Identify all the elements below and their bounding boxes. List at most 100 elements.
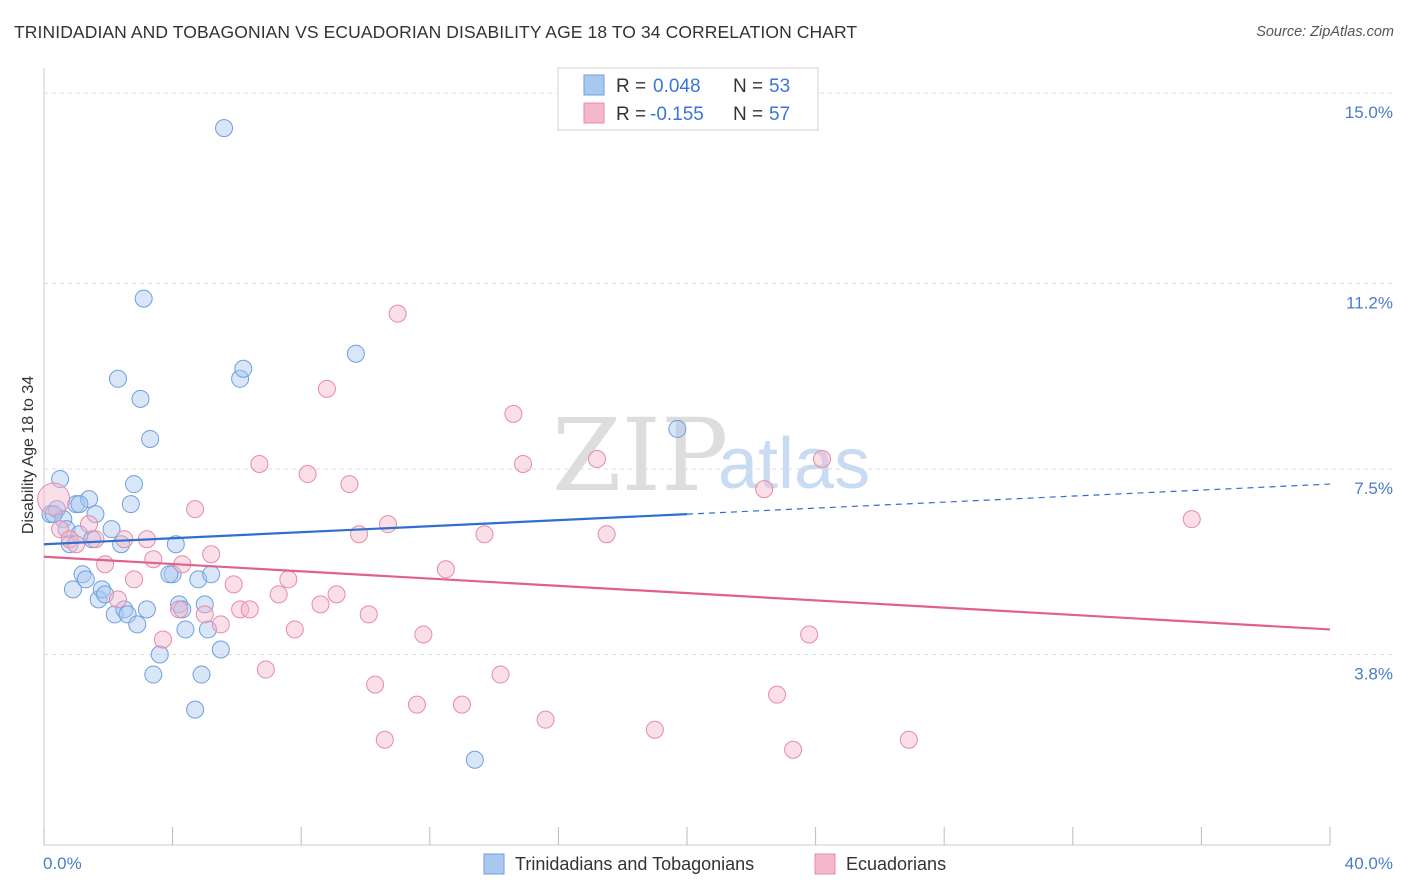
ecuadorian-point [784,740,803,759]
y-tick-label: 7.5% [1354,479,1393,498]
ecuadorian-point [96,555,115,574]
ecuadorian-point [80,515,99,534]
y-tick-label: 15.0% [1345,103,1393,122]
trinidadian-point [465,750,484,769]
watermark-zip: ZIP [552,397,728,514]
ecuadorian-point [514,455,533,474]
trinidadian-point [118,605,137,624]
trinidadian-point [131,389,150,408]
legend-n-label: N = [733,76,763,97]
y-tick-labels: 3.8% 7.5% 11.2% 15.0% [1345,103,1393,683]
trinidadian-point [192,665,211,684]
ecuadorian-point [587,450,606,469]
trinidadian-point [346,344,365,363]
ecuadorian-point [256,660,275,679]
ecuadorian-point [231,600,250,619]
ecuadorian-point [491,665,510,684]
trinidadian-point [86,505,105,524]
ecuadorian-point [125,570,144,589]
correlation-legend: R = 0.048 N = 53 R = -0.155 N = 57 [557,67,819,131]
ecuadorian-point [195,605,214,624]
axes [43,68,1331,846]
ecuadorian-point [340,475,359,494]
y-tick-label: 3.8% [1354,665,1393,684]
ecuadorian-point [1182,510,1201,529]
series-legend-swatch-trinidadian [483,853,505,875]
ecuadorian-point [298,465,317,484]
ecuadorian-point [279,570,298,589]
trinidadian-point [121,495,140,514]
series-legend-label-trinidadian: Trinidadians and Tobagonians [515,854,754,874]
ecuadorian-point [597,525,616,544]
trinidadian-point [211,640,230,659]
ecuadorian-point [375,730,394,749]
ecuadorian-point [414,625,433,644]
ecuadorian-point [899,730,918,749]
series-legend-swatch-ecuadorian [814,853,836,875]
y-axis-label: Disability Age 18 to 34 [20,376,37,534]
trinidadian-point [134,289,153,308]
watermark-atlas: atlas [718,424,870,504]
ecuadorian-point [67,535,86,554]
series-legend-label-ecuadorian: Ecuadorians [846,854,946,874]
trinidadian-point [170,595,189,614]
ecuadorian-point [153,630,172,649]
legend-swatch-trinidadian [583,74,605,96]
ecuadorian-point [327,585,346,604]
ecuadorian-point [407,695,426,714]
trinidadian-point [137,600,156,619]
x-tick-label-min: 0.0% [43,854,82,873]
ecuadorian-point [452,695,471,714]
ecuadorian-point [755,480,774,499]
ecuadorian-point [269,585,288,604]
ecuadorian-point [379,515,398,534]
ecuadorian-point [366,675,385,694]
ecuadorian-point [51,520,70,539]
trinidadian-point [234,359,253,378]
series-legend: Trinidadians and Tobagonians Ecuadorians [483,853,946,875]
trinidadian-point [63,580,82,599]
trinidadian-trend-line [43,513,688,546]
watermark: ZIP atlas [552,397,870,514]
ecuadorian-point [359,605,378,624]
trinidadian-point [115,600,134,619]
ecuadorian-point [504,404,523,423]
ecuadorian-point [211,615,230,634]
trinidadian-point [231,369,250,388]
ecuadorian-point [645,720,664,739]
trinidadian-point [160,565,179,584]
trinidadian-point [668,419,687,438]
ecuadorian-point [475,525,494,544]
legend-n-value: 57 [769,104,790,125]
trinidadian-point [186,700,205,719]
legend-r-value: 0.048 [653,76,701,97]
trinidadian-point [150,645,169,664]
legend-swatch-ecuadorian [583,102,605,124]
legend-r-value: -0.155 [650,104,704,125]
trinidadian-point [44,505,63,524]
trinidadian-point [54,510,73,529]
ecuadorian-point [86,530,105,549]
trinidadian-point [92,580,111,599]
ecuadorian-point [768,685,787,704]
trinidadian-point [176,620,195,639]
trinidadian-point [76,570,95,589]
y-tick-label: 11.2% [1346,294,1393,313]
trinidadian-point [166,535,185,554]
legend-n-value: 53 [769,76,790,97]
ecuadorian-point [285,620,304,639]
ecuadorian-point [108,590,127,609]
trinidadian-point [144,665,163,684]
ecuadorian-point [170,600,189,619]
ecuadorian-point [388,304,407,323]
ecuadorian-point [311,595,330,614]
x-tick-label-max: 40.0% [1345,854,1393,873]
ecuadorian-point [240,600,259,619]
data-points [37,119,1201,769]
ecuadorian-point [536,710,555,729]
ecuadorian-point [317,379,336,398]
ecuadorian-point [813,450,832,469]
ecuadorian-trend-line [43,555,1331,631]
trinidadian-point [108,369,127,388]
